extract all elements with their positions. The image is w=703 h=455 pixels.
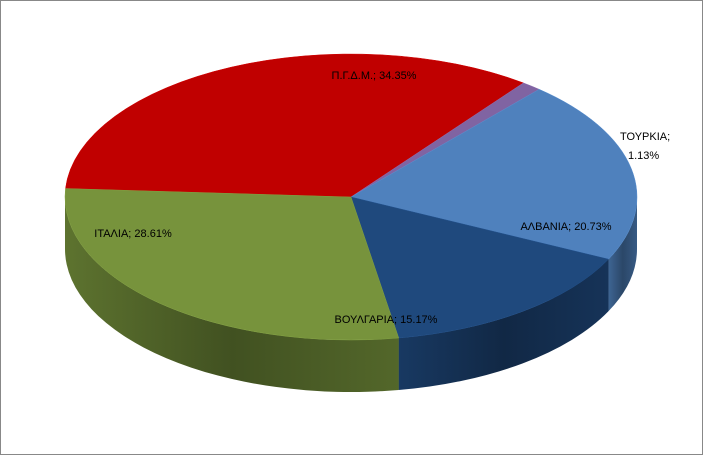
pie-labels: Π.Γ.Δ.Μ.; 34.35% ΤΟΥΡΚΙΑ; 1.13% ΑΛΒΑΝΙΑ;… (94, 70, 670, 326)
pie-side-αλβανια (608, 197, 637, 312)
pie-slice-αλβανια (350, 89, 638, 260)
pie-tops (64, 53, 638, 341)
pie-side-ιταλια (65, 197, 399, 392)
slice-label-pgdm: Π.Γ.Δ.Μ.; 34.35% (332, 70, 417, 82)
slice-label-voulgaria: ΒΟΥΛΓΑΡΙΑ; 15.17% (335, 314, 438, 326)
slice-label-albania: ΑΛΒΑΝΙΑ; 20.73% (520, 221, 611, 233)
pie-slice-πγδμ (65, 53, 524, 198)
slice-label-italia: ΙΤΑΛΙΑ; 28.61% (94, 228, 172, 240)
pie-slice-βουλγαρια (350, 196, 610, 339)
pie-side-βουλγαρια (398, 259, 609, 390)
slice-label-tourkia-line2: 1.13% (628, 150, 659, 162)
pie-slice-ιταλια (64, 188, 400, 341)
slice-label-tourkia-line1: ΤΟΥΡΚΙΑ; (620, 131, 670, 143)
